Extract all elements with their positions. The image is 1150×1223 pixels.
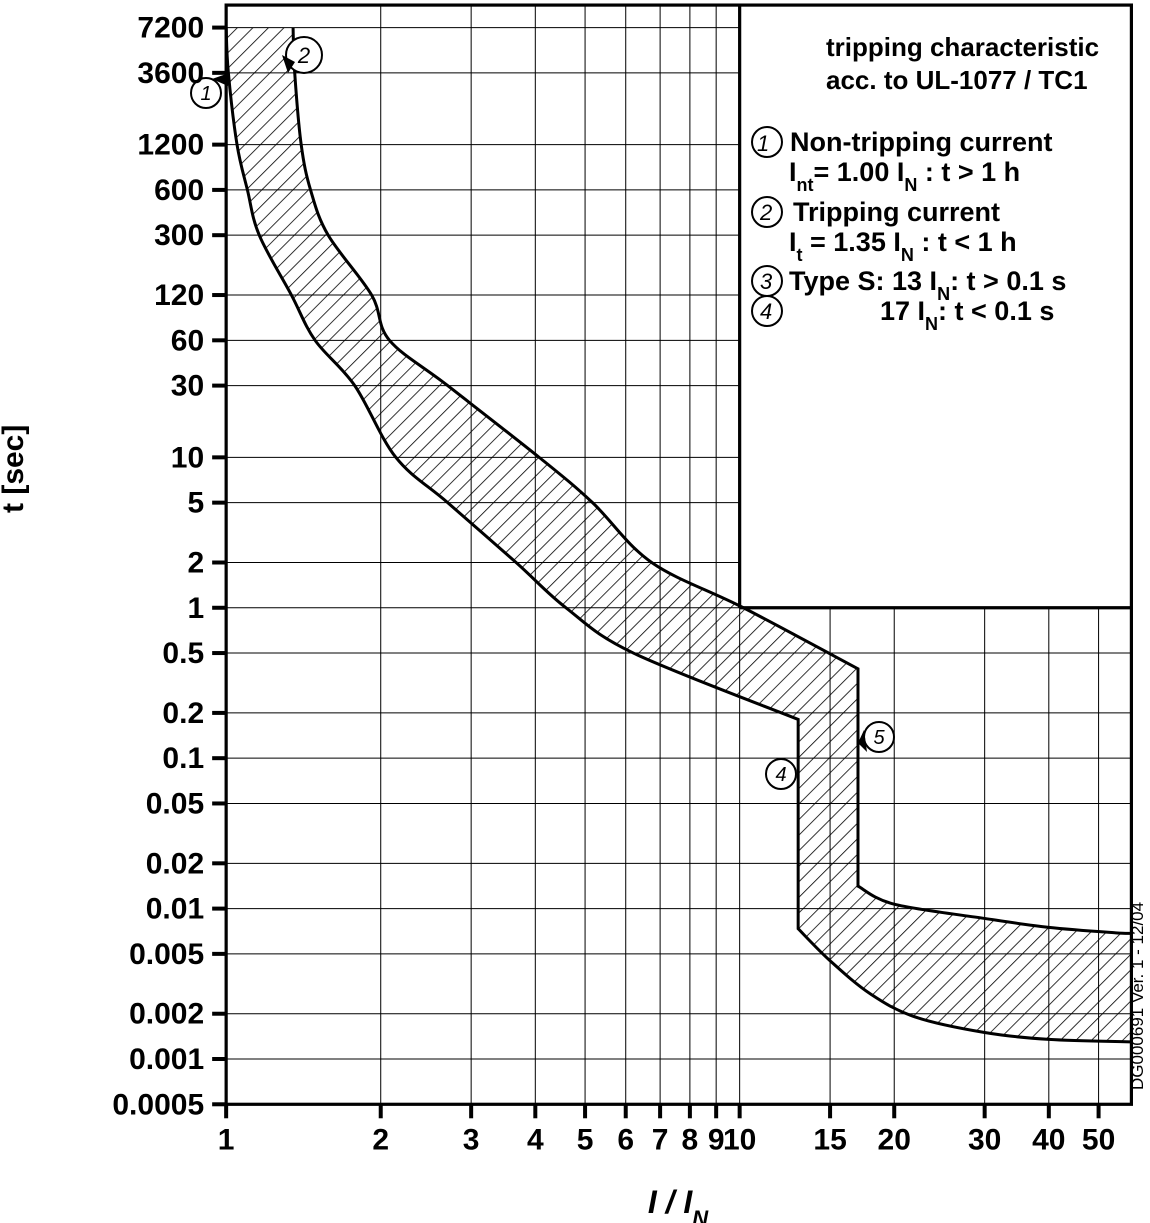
svg-text:20: 20 xyxy=(878,1123,911,1156)
svg-text:0.01: 0.01 xyxy=(146,893,204,926)
svg-text:1: 1 xyxy=(757,131,769,156)
svg-text:300: 300 xyxy=(154,219,204,252)
svg-text:acc. to UL-1077 / TC1: acc. to UL-1077 / TC1 xyxy=(826,65,1088,95)
svg-text:5: 5 xyxy=(187,487,204,520)
svg-text:7: 7 xyxy=(652,1123,669,1156)
svg-text:It = 1.35 IN : t < 1 h: It = 1.35 IN : t < 1 h xyxy=(789,227,1017,265)
svg-text:0.02: 0.02 xyxy=(146,847,204,880)
svg-text:30: 30 xyxy=(171,370,204,403)
svg-text:50: 50 xyxy=(1082,1123,1115,1156)
svg-text:3: 3 xyxy=(463,1123,480,1156)
svg-text:30: 30 xyxy=(968,1123,1001,1156)
svg-text:DG000691 Ver. 1 - 12/04: DG000691 Ver. 1 - 12/04 xyxy=(1128,902,1147,1090)
svg-text:40: 40 xyxy=(1032,1123,1065,1156)
svg-text:0.5: 0.5 xyxy=(162,637,204,670)
svg-text:2: 2 xyxy=(297,43,310,68)
svg-text:6: 6 xyxy=(617,1123,634,1156)
svg-text:3600: 3600 xyxy=(137,57,204,90)
svg-text:4: 4 xyxy=(527,1123,544,1156)
svg-text:1200: 1200 xyxy=(137,129,204,162)
svg-text:1: 1 xyxy=(187,592,204,625)
svg-text:0.002: 0.002 xyxy=(129,998,204,1031)
svg-text:Tripping current: Tripping current xyxy=(793,197,1000,227)
svg-text:3: 3 xyxy=(760,269,773,294)
svg-text:0.0005: 0.0005 xyxy=(112,1088,204,1121)
svg-text:0.2: 0.2 xyxy=(162,697,204,730)
svg-text:15: 15 xyxy=(813,1123,846,1156)
svg-text:t [sec]: t [sec] xyxy=(0,425,30,513)
svg-text:Non-tripping current: Non-tripping current xyxy=(790,127,1052,157)
svg-text:2: 2 xyxy=(372,1123,389,1156)
svg-text:2: 2 xyxy=(759,200,772,225)
svg-text:0.05: 0.05 xyxy=(146,787,204,820)
svg-text:8: 8 xyxy=(682,1123,699,1156)
svg-text:1: 1 xyxy=(218,1123,235,1156)
svg-text:5: 5 xyxy=(577,1123,594,1156)
svg-text:Int= 1.00 IN : t > 1 h: Int= 1.00 IN : t > 1 h xyxy=(789,157,1020,195)
svg-text:tripping characteristic: tripping characteristic xyxy=(826,32,1099,62)
svg-text:17 IN: t < 0.1 s: 17 IN: t < 0.1 s xyxy=(880,296,1054,334)
svg-text:I / IN: I / IN xyxy=(648,1184,709,1223)
svg-text:4: 4 xyxy=(760,299,772,324)
svg-text:2: 2 xyxy=(187,546,204,579)
svg-text:4: 4 xyxy=(775,764,786,786)
svg-text:120: 120 xyxy=(154,279,204,312)
svg-text:5: 5 xyxy=(873,727,885,749)
svg-text:60: 60 xyxy=(171,324,204,357)
svg-text:10: 10 xyxy=(723,1123,756,1156)
svg-text:10: 10 xyxy=(171,441,204,474)
svg-text:600: 600 xyxy=(154,174,204,207)
svg-text:7200: 7200 xyxy=(137,12,204,45)
svg-text:0.005: 0.005 xyxy=(129,938,204,971)
svg-text:0.1: 0.1 xyxy=(162,742,204,775)
svg-text:0.001: 0.001 xyxy=(129,1043,204,1076)
